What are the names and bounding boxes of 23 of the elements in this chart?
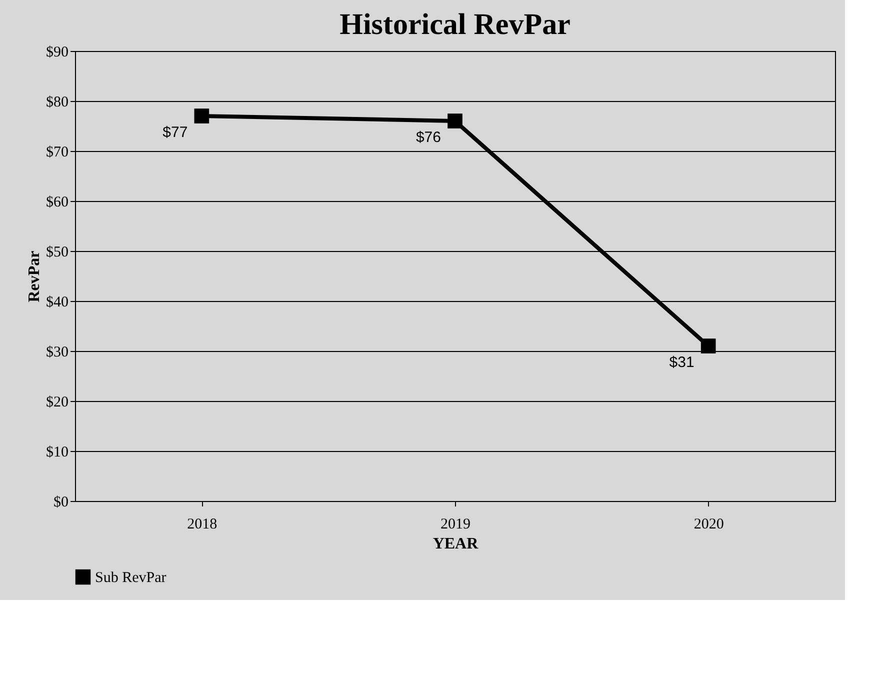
data-label: $31 <box>669 354 694 371</box>
y-tick-label: $40 <box>46 294 68 310</box>
y-tick-label: $80 <box>46 94 68 110</box>
y-tick-label: $50 <box>46 244 68 260</box>
point <box>448 114 462 128</box>
y-tick-label: $70 <box>46 144 68 160</box>
x-tick-label: 2020 <box>694 516 724 532</box>
data-label: $77 <box>162 124 188 141</box>
data-label: $76 <box>416 129 441 146</box>
y-tick-label: $20 <box>46 394 68 410</box>
y-tick-label: $90 <box>46 44 68 60</box>
x-tick-label: 2018 <box>187 516 218 532</box>
y-tick-label: $0 <box>54 494 68 510</box>
y-tick-label: $60 <box>46 194 68 210</box>
y-tick-label: $10 <box>46 444 68 460</box>
point <box>194 108 210 124</box>
x-tick-label: 2019 <box>440 516 470 532</box>
chart-title: Historical RevPar <box>340 8 570 41</box>
legend-label: Sub RevPar <box>95 570 166 586</box>
y-tick-label: $30 <box>46 344 68 360</box>
y-axis-title: RevPar <box>26 250 43 302</box>
x-axis-title: YEAR <box>432 536 479 552</box>
point <box>700 338 716 354</box>
